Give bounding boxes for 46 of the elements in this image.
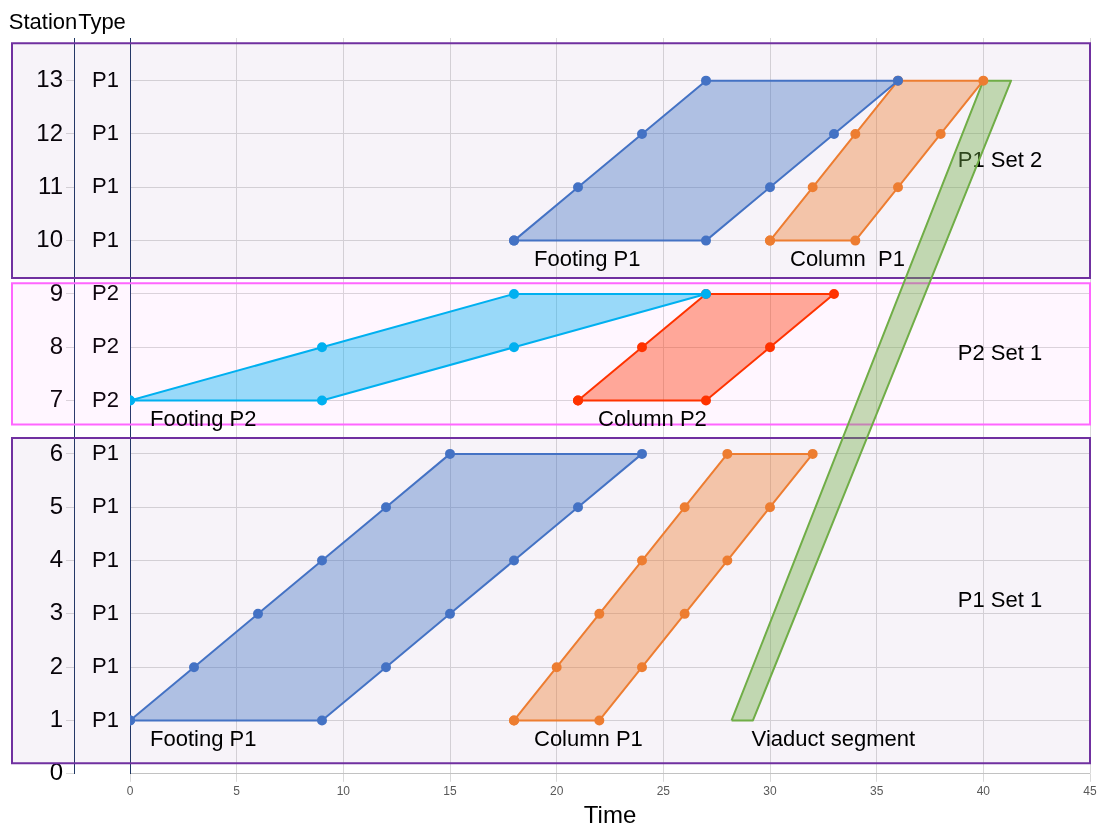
y-tick-label: 13	[36, 65, 63, 93]
category-label: P1	[92, 493, 119, 519]
x-tick-label: 30	[763, 784, 777, 799]
x-axis-title: Time	[583, 801, 637, 829]
y-tick-label: 10	[36, 225, 63, 253]
y-axis-title: Station	[8, 9, 78, 35]
x-tick-label: 40	[976, 784, 991, 799]
y2-axis-title: Type	[78, 9, 126, 35]
category-label: P2	[92, 386, 119, 412]
y-tick-label: 2	[49, 651, 63, 679]
y-tick-label: 3	[49, 598, 63, 626]
x-tick-label: 0	[126, 784, 134, 799]
band-label: P2 Set 1	[957, 339, 1043, 365]
x-tick-label: 45	[1083, 784, 1097, 799]
category-label: P1	[92, 120, 119, 146]
x-tick-label: 15	[443, 784, 457, 799]
category-label: P2	[92, 333, 119, 359]
y-tick-label: 6	[49, 438, 63, 466]
series-label: Column P1	[534, 725, 643, 751]
series-label: Footing P1	[150, 725, 257, 751]
category-label: P1	[92, 546, 119, 572]
band-label: P1 Set 1	[957, 586, 1043, 612]
y-tick-label: 11	[38, 171, 63, 199]
category-label: P2	[92, 279, 119, 305]
category-label: P1	[92, 706, 119, 732]
category-label: P1	[92, 439, 119, 465]
category-label: P1	[92, 66, 119, 92]
series-label: Footing P1	[534, 245, 641, 271]
y-tick-label: 12	[36, 118, 63, 146]
x-tick-label: 35	[869, 784, 884, 799]
x-tick-label: 25	[656, 784, 671, 799]
category-label: P1	[92, 226, 119, 252]
x-tick-label: 10	[336, 784, 351, 799]
y-tick-label: 9	[49, 278, 63, 306]
y-tick-label: 4	[49, 545, 63, 573]
category-label: P1	[92, 599, 119, 625]
series-label: Column P1	[790, 245, 905, 271]
category-label: P1	[92, 173, 119, 199]
y-tick-label: 8	[49, 331, 63, 359]
y-tick-label: 1	[49, 705, 63, 733]
x-tick-label: 20	[549, 784, 564, 799]
x-tick-label: 5	[233, 784, 241, 799]
series-label: Viaduct segment	[751, 725, 916, 751]
y-tick-label: 7	[49, 385, 63, 413]
y-tick-label: 5	[49, 491, 63, 519]
category-label: P1	[92, 653, 119, 679]
